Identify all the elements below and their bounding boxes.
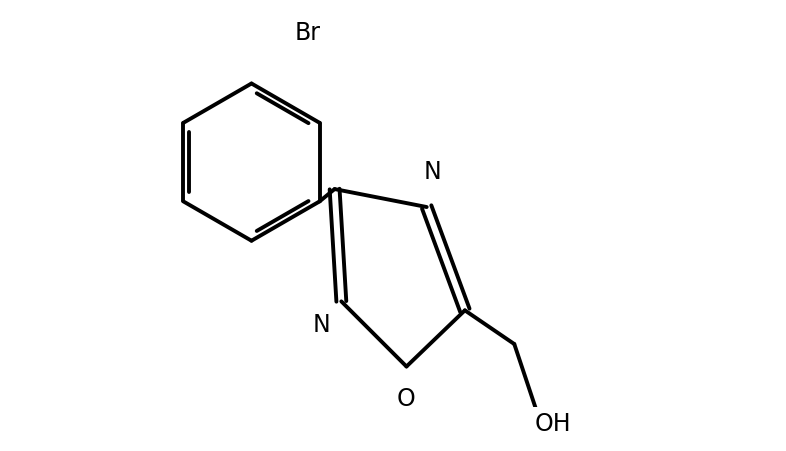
Text: O: O xyxy=(397,386,416,410)
Text: N: N xyxy=(424,160,442,184)
Text: Br: Br xyxy=(295,21,321,45)
Text: N: N xyxy=(312,312,330,336)
Text: OH: OH xyxy=(534,411,571,435)
